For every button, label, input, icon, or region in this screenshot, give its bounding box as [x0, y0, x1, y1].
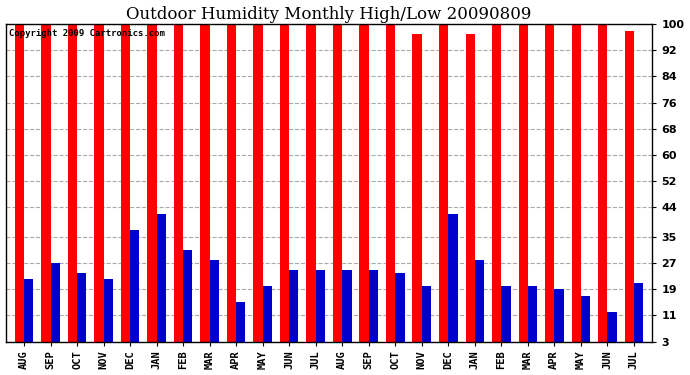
Bar	[253, 24, 263, 351]
Bar	[306, 24, 316, 351]
Bar	[466, 34, 475, 351]
Bar	[263, 286, 272, 351]
Bar	[130, 230, 139, 351]
Bar	[581, 296, 590, 351]
Bar	[333, 24, 342, 351]
Bar	[502, 286, 511, 351]
Bar	[554, 289, 564, 351]
Bar	[280, 24, 289, 351]
Title: Outdoor Humidity Monthly High/Low 20090809: Outdoor Humidity Monthly High/Low 200908…	[126, 6, 532, 22]
Bar	[634, 283, 643, 351]
Bar	[289, 270, 299, 351]
Bar	[41, 24, 50, 351]
Bar	[475, 260, 484, 351]
Bar	[24, 279, 33, 351]
Bar	[50, 263, 60, 351]
Bar	[200, 24, 210, 351]
Bar	[14, 24, 24, 351]
Bar	[413, 34, 422, 351]
Bar	[227, 24, 236, 351]
Bar	[174, 24, 183, 351]
Bar	[210, 260, 219, 351]
Bar	[528, 286, 537, 351]
Bar	[104, 279, 113, 351]
Bar	[77, 273, 86, 351]
Bar	[121, 24, 130, 351]
Bar	[316, 270, 325, 351]
Bar	[236, 302, 246, 351]
Bar	[359, 24, 368, 351]
Bar	[183, 250, 193, 351]
Bar	[624, 31, 634, 351]
Bar	[395, 273, 404, 351]
Bar	[492, 24, 502, 351]
Bar	[607, 312, 617, 351]
Bar	[598, 24, 607, 351]
Bar	[571, 24, 581, 351]
Bar	[422, 286, 431, 351]
Bar	[519, 24, 528, 351]
Bar	[439, 24, 449, 351]
Bar	[448, 214, 457, 351]
Bar	[368, 270, 378, 351]
Bar	[95, 24, 103, 351]
Bar	[545, 24, 554, 351]
Bar	[68, 24, 77, 351]
Bar	[157, 214, 166, 351]
Bar	[148, 24, 157, 351]
Bar	[342, 270, 351, 351]
Bar	[386, 24, 395, 351]
Text: Copyright 2009 Cartronics.com: Copyright 2009 Cartronics.com	[9, 29, 165, 38]
